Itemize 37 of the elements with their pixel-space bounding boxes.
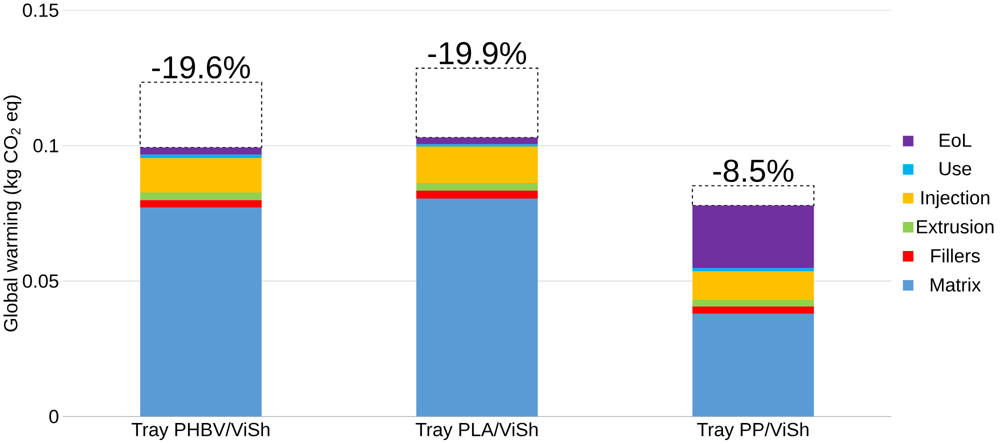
bar (416, 198, 538, 417)
bar (140, 208, 262, 417)
bar (416, 146, 538, 184)
legend-label: EoL (940, 134, 972, 148)
legend-label: Injection (922, 190, 990, 208)
bar (416, 183, 538, 191)
annotation: -8.5% (713, 160, 794, 182)
y-tick-label: 0 (49, 410, 58, 424)
y-axis-title: Global warming (kg CO$_{2}$ eq) (4, 96, 22, 332)
legend-label: Use (940, 162, 972, 176)
y-tick-label: 0.15 (22, 4, 58, 18)
y-tick-label: 0.05 (22, 274, 58, 288)
bar (416, 190, 538, 199)
legend-label: Fillers (931, 248, 980, 263)
bar (140, 192, 262, 200)
bar (692, 206, 814, 268)
bar (692, 300, 814, 307)
bar (416, 68, 538, 138)
bar (692, 306, 814, 314)
bar (140, 200, 262, 208)
legend-label: Extrusion (917, 220, 994, 234)
bar (692, 185, 814, 206)
legend-label: Matrix (930, 278, 981, 292)
y-tick-label: 0.1 (33, 139, 58, 153)
annotation: -19.6% (152, 56, 250, 79)
bar (140, 154, 262, 158)
bar (140, 158, 262, 193)
bar (140, 148, 262, 155)
bar (140, 82, 262, 148)
bar (692, 314, 814, 417)
bar (692, 268, 814, 272)
x-tick-label: Tray PLA/ViSh (416, 422, 538, 440)
annotation: -19.9% (428, 42, 526, 65)
x-tick-label: Tray PP/ViSh (697, 422, 808, 440)
x-tick-label: Tray PHBV/ViSh (132, 422, 270, 440)
bar (692, 272, 814, 300)
bar (416, 138, 538, 145)
